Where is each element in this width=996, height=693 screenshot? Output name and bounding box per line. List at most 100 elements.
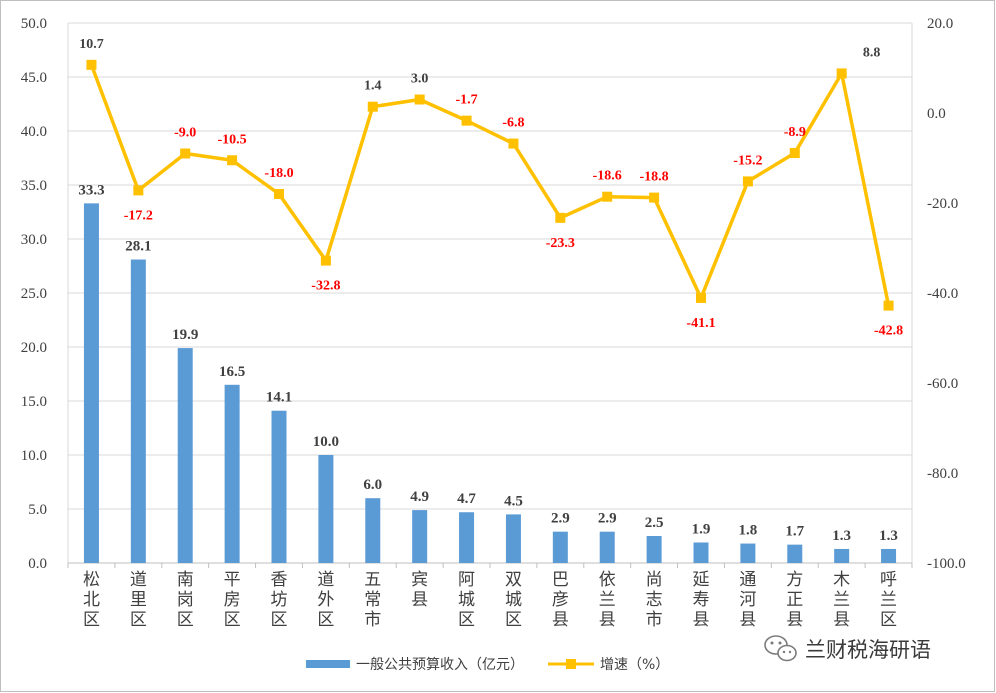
line-marker [180, 148, 191, 159]
left-tick-label: 35.0 [21, 178, 47, 194]
line-marker [508, 138, 519, 149]
bar [130, 259, 146, 563]
line-data-label: -17.2 [124, 208, 153, 223]
line-marker [274, 189, 284, 199]
bar-data-label: 19.9 [172, 327, 198, 343]
bar [412, 510, 428, 563]
bar [224, 384, 240, 563]
bar-data-label: 28.1 [125, 239, 151, 255]
bar [365, 498, 381, 563]
bar [787, 544, 803, 563]
category-label: 延寿县 [693, 570, 710, 630]
line-path [89, 64, 891, 306]
category-label: 宾县 [411, 570, 428, 610]
line-data-label: -10.5 [218, 132, 247, 147]
line-data-label: -6.8 [502, 116, 524, 131]
category-label: 道里区 [130, 570, 147, 630]
line-marker [836, 68, 847, 79]
bar-data-label: 2.9 [551, 511, 570, 527]
category-label: 巴彦县 [552, 570, 569, 630]
bar-data-label: 4.5 [504, 493, 523, 509]
bar-data-label: 14.1 [266, 390, 292, 406]
bar [318, 455, 334, 563]
bar [740, 543, 756, 563]
left-tick-label: 20.0 [21, 340, 47, 356]
legend: 一般公共预算收入（亿元） 增速（%） [306, 657, 669, 673]
line-data-label: -23.3 [546, 236, 575, 251]
bar-data-label: 1.8 [739, 523, 758, 539]
category-label: 呼兰区 [880, 570, 897, 630]
wechat-icon [764, 635, 797, 662]
left-tick-label: 10.0 [21, 448, 47, 464]
line-marker [602, 191, 613, 202]
bar-data-label: 33.3 [78, 182, 104, 198]
category-label: 南岗区 [177, 570, 194, 630]
line-data-label: -15.2 [733, 153, 762, 168]
category-label: 通河县 [739, 570, 756, 630]
bar [599, 531, 615, 563]
left-tick-label: 45.0 [21, 70, 47, 86]
line-marker [414, 94, 425, 105]
line-data-label: 8.8 [863, 45, 881, 60]
line-marker [649, 192, 660, 203]
legend-bar-swatch [306, 660, 350, 668]
category-labels: 松北区 道里区 南岗区 平房区 香坊区 道外区 五常市 宾县 阿城区 双城区 巴彦县 依兰县 尚志市 延寿… [83, 570, 897, 630]
line-marker [555, 212, 566, 223]
left-tick-label: 5.0 [28, 502, 47, 518]
left-tick-label: 50.0 [21, 16, 47, 32]
category-label: 道外区 [317, 570, 334, 630]
line-data-label: 3.0 [411, 72, 429, 87]
line-data-label: 1.4 [364, 79, 382, 94]
line-marker [367, 101, 378, 112]
watermark-text: 兰财税海研语 [805, 638, 931, 662]
line-marker [461, 115, 472, 126]
left-tick-label: 30.0 [21, 232, 47, 248]
line-marker [789, 148, 800, 159]
line-data-label: -1.7 [455, 93, 477, 108]
category-label: 香坊区 [271, 570, 288, 630]
bar [552, 531, 568, 563]
bar [834, 548, 850, 563]
line-marker [86, 59, 97, 70]
legend-line-label: 增速（%） [600, 657, 669, 673]
bar-data-label: 4.9 [410, 489, 429, 505]
bar-data-label: 6.0 [363, 477, 382, 493]
bar-data-label: 16.5 [219, 364, 245, 380]
left-tick-label: 15.0 [21, 394, 47, 410]
line-data-label: -42.8 [874, 324, 903, 339]
line-data-label: -18.6 [593, 169, 622, 184]
left-axis: 0.0 5.0 10.0 15.0 20.0 25.0 30.0 35.0 40.0 45.0 50… [21, 16, 47, 572]
bar-series [83, 203, 897, 564]
bar-data-label: 1.7 [785, 524, 804, 540]
right-tick-label: -60.0 [927, 376, 958, 392]
bar-data-label: 2.9 [598, 511, 617, 527]
bar-data-label: 1.3 [832, 528, 851, 544]
line-marker [742, 176, 753, 187]
legend-line-marker [566, 659, 576, 669]
category-label: 木兰县 [833, 570, 850, 630]
left-tick-label: 25.0 [21, 286, 47, 302]
line-marker [883, 300, 894, 311]
category-label: 方正县 [786, 570, 803, 630]
line-data-label: 10.7 [79, 37, 104, 52]
bar [646, 536, 662, 563]
line-data-label: -18.0 [264, 166, 293, 181]
bar [881, 548, 897, 563]
bar [83, 203, 99, 564]
line-data-label: -8.9 [784, 125, 806, 140]
line-data-label: -18.8 [640, 170, 669, 185]
line-data-label: -9.0 [174, 126, 196, 141]
bar [505, 514, 521, 563]
line-data-label: -41.1 [686, 316, 715, 331]
bar-data-label: 2.5 [645, 515, 664, 531]
bar-data-label: 1.9 [692, 521, 711, 537]
line-data-labels: 10.7 -17.2 -9.0 -10.5 -18.0 -32.8 1.4 3.0 -1.7 -6… [79, 37, 903, 339]
bar-data-labels: 33.3 28.1 19.9 16.5 14.1 10.0 6.0 4.9 4.7 4.5 2.9 2… [78, 182, 898, 544]
category-label: 阿城区 [458, 570, 475, 630]
right-tick-label: 0.0 [927, 106, 946, 122]
right-axis: -100.0 -80.0 -60.0 -40.0 -20.0 0.0 20.0 [927, 16, 966, 572]
category-label: 双城区 [505, 570, 522, 630]
category-label: 依兰县 [599, 570, 616, 630]
category-label: 尚志市 [646, 570, 663, 630]
line-marker [320, 255, 331, 266]
